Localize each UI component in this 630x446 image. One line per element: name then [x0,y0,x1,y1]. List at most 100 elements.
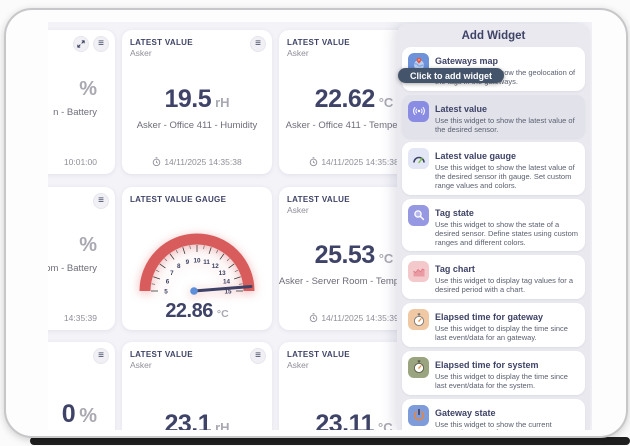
widget-item-latest-value[interactable]: Latest value Use this widget to show the … [402,94,585,139]
widget-timestamp: 14/11/2025 14:35:39 [321,313,399,323]
widget-item-desc: Use this widget to display tag values fo… [435,276,573,295]
widget-value: 23.11 [315,410,375,430]
tablet-frame: ≡ % n - Battery 10:01:00 ≡ LATEST VALUE … [4,8,628,438]
widget-unit: % [79,234,97,256]
widget-item-tag-state[interactable]: Tag state Use this widget to show the sta… [402,198,585,252]
svg-text:8: 8 [177,263,181,270]
widget-type-title: LATEST VALUE [287,350,350,359]
widget-value: 19.5 [164,84,212,113]
gateway-state-icon [408,404,429,426]
widget-item-desc: Use this widget to show the latest value… [435,163,575,191]
widget-item-gateway-state[interactable]: Gateway state Use this widget to show the… [402,398,585,430]
latest-value-gauge-icon [408,148,429,170]
widget-unit: °C [378,94,394,110]
widget-menu-button[interactable]: ≡ [93,193,109,209]
latest-value-gauge-widget: LATEST VALUE GAUGE 5 6 7 8 9 10 11 12 13 14 15 22.… [122,187,272,330]
widget-type-title: LATEST VALUE [287,38,350,47]
widget-type-list: Gateways map Use this widget to show the … [397,47,590,430]
svg-text:7: 7 [170,270,174,277]
tag-state-icon [408,204,429,226]
widget-menu-button[interactable]: ≡ [250,348,266,364]
widget-timestamp: 14:35:39 [63,313,97,323]
elapsed-time-system-icon [408,356,429,378]
widget-label: Asker - Office 411 - Temperature [285,119,423,131]
add-widget-panel: Add Widget Gateways map Use this widget t… [397,24,590,430]
panel-title: Add Widget [461,30,526,42]
widget-value: 22.62 [314,84,376,113]
widget-unit: °C [378,251,394,266]
widget-timestamp: 14/11/2025 14:35:38 [321,157,399,167]
menu-icon: ≡ [98,195,104,206]
gauge-unit: °C [216,308,229,320]
widget-item-title: Gateways map [435,56,499,66]
widget-item-desc: Use this widget to display the time sinc… [435,371,568,390]
svg-text:6: 6 [166,279,170,286]
svg-text:12: 12 [212,263,220,270]
widget-menu-button[interactable]: ≡ [93,348,109,364]
menu-icon: ≡ [255,38,261,49]
widget-gateway-name: Asker [287,205,309,215]
widget-item-title: Elapsed time for gateway [435,312,544,323]
latest-value-icon [408,100,429,122]
clock-icon [153,157,161,167]
widget-item-title: Latest value gauge [435,151,517,162]
battery-widget-middle-left: ≡ % om - Battery 14:35:39 [48,187,115,330]
widget-unit: % [79,77,97,100]
widget-item-elapsed-time-system[interactable]: Elapsed time for system Use this widget t… [402,350,585,395]
widget-unit: rH [215,420,230,430]
widget-gateway-name: Asker [130,48,152,58]
widget-item-title: Tag state [435,207,474,218]
svg-text:9: 9 [186,259,190,266]
widget-label: Asker - Office 411 - Humidity [136,119,258,131]
widget-value: 25.53 [314,241,376,269]
battery-widget-top-left: ≡ % n - Battery 10:01:00 [48,30,115,174]
gauge-band [139,233,255,292]
widget-item-title: Elapsed time for system [435,359,539,370]
widget-timestamp: 14/11/2025 14:35:38 [164,157,242,167]
widget-label: Asker - Server Room - Temperature [278,276,430,287]
widget-item-title: Latest value [435,103,488,114]
widget-type-title: LATEST VALUE [130,38,193,47]
widget-item-tag-chart[interactable]: Tag chart Use this widget to display tag … [402,255,585,300]
widget-unit: rH [215,94,230,110]
latest-value-widget-bottom-humidity: ≡ LATEST VALUE Asker 23.1 rH [122,342,272,430]
widget-item-elapsed-time-gateway[interactable]: Elapsed time for gateway Use this widget … [402,303,585,347]
widget-item-latest-value-gauge[interactable]: Latest value gauge Use this widget to sho… [402,142,585,195]
battery-widget-bottom-left: ≡ 0 % [48,342,115,430]
menu-icon: ≡ [98,38,104,49]
svg-text:15: 15 [224,288,232,295]
widget-gateway-name: Asker [287,48,309,58]
widget-item-desc: Use this widget to display the time sinc… [435,324,568,342]
tag-chart-icon [408,261,429,283]
dashboard-screen: ≡ % n - Battery 10:01:00 ≡ LATEST VALUE … [48,22,592,430]
widget-unit: % [79,405,97,427]
widget-item-title: Tag chart [435,264,475,275]
menu-icon: ≡ [255,350,261,361]
widget-value: 23.1 [164,410,212,430]
gauge-needle [192,285,253,293]
svg-text:11: 11 [203,259,210,266]
gauge-pivot [190,287,198,295]
widget-type-title: LATEST VALUE GAUGE [130,195,227,204]
widget-type-title: LATEST VALUE [130,350,193,359]
widget-gateway-name: Asker [287,360,309,370]
widget-label: n - Battery [53,106,97,118]
widget-item-desc: Use this widget to show the state of a d… [435,219,578,247]
add-widget-tooltip: Click to add widget [398,68,505,83]
svg-text:5: 5 [164,288,168,295]
widget-label: om - Battery [48,263,97,274]
widget-value: 0 [61,400,76,428]
widget-menu-button[interactable]: ≡ [250,36,266,52]
latest-value-widget-humidity: ≡ LATEST VALUE Asker 19.5 rH Asker - Off… [122,30,272,174]
widget-menu-button[interactable]: ≡ [93,36,109,52]
widget-type-title: LATEST VALUE [287,195,350,204]
elapsed-time-gateway-icon [408,309,429,331]
gauge-value: 22.86 [165,300,213,322]
widget-gateway-name: Asker [130,360,152,370]
widget-item-desc: Use this widget to show the latest value… [435,115,575,134]
svg-text:10: 10 [193,257,201,264]
expand-button[interactable] [73,36,89,52]
